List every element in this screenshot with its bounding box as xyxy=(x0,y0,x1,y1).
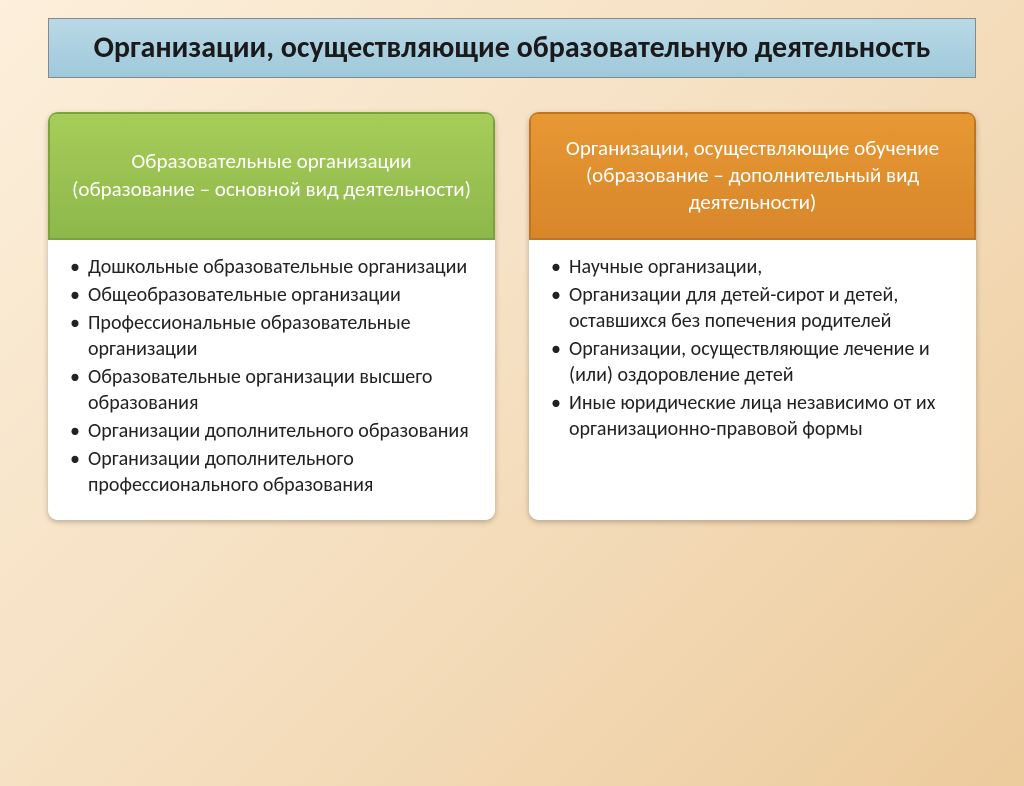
left-card-body: Дошкольные образовательные организации О… xyxy=(48,240,495,520)
right-card-body: Научные организации, Организации для дет… xyxy=(529,240,976,464)
left-card-header: Образовательные организации (образование… xyxy=(48,112,495,240)
list-item: Научные организации, xyxy=(551,254,954,280)
list-item: Организации дополнительного образования xyxy=(70,418,473,444)
list-item: Образовательные организации высшего обра… xyxy=(70,364,473,416)
columns-container: Образовательные организации (образование… xyxy=(48,112,976,520)
list-item: Организации для детей-сирот и детей, ост… xyxy=(551,282,954,334)
left-card: Образовательные организации (образование… xyxy=(48,112,495,520)
right-card: Организации, осуществляющие обучение (об… xyxy=(529,112,976,520)
list-item: Профессиональные образовательные организ… xyxy=(70,310,473,362)
title-bar: Организации, осуществляющие образователь… xyxy=(48,18,976,78)
page-title: Организации, осуществляющие образователь… xyxy=(69,29,955,67)
right-list: Научные организации, Организации для дет… xyxy=(551,254,954,442)
right-card-header: Организации, осуществляющие обучение (об… xyxy=(529,112,976,240)
list-item: Организации дополнительного профессионал… xyxy=(70,446,473,498)
left-list: Дошкольные образовательные организации О… xyxy=(70,254,473,498)
list-item: Организации, осуществляющие лечение и (и… xyxy=(551,336,954,388)
list-item: Общеобразовательные организации xyxy=(70,282,473,308)
list-item: Иные юридические лица независимо от их о… xyxy=(551,390,954,442)
list-item: Дошкольные образовательные организации xyxy=(70,254,473,280)
